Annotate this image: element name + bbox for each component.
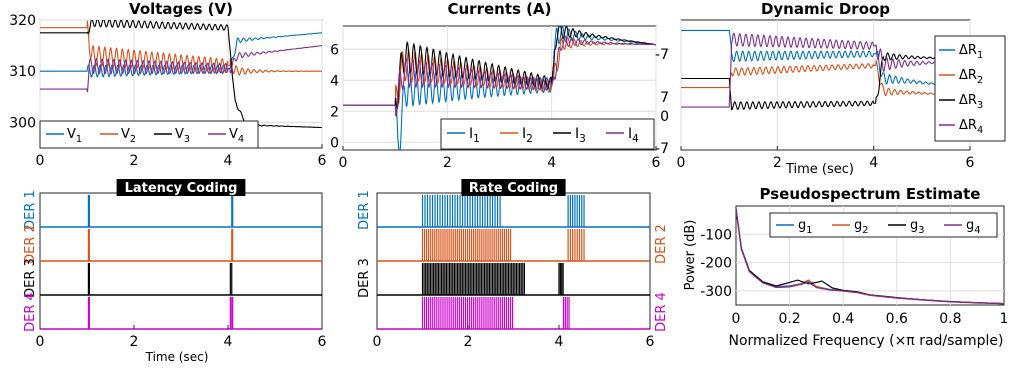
- currents-ytick-label: 0: [330, 135, 339, 151]
- voltages-legend-label: V1: [67, 127, 82, 145]
- voltages-ytick-label: 300: [9, 115, 36, 131]
- spectrum-ytick-label: -200: [700, 256, 732, 272]
- raster-xtick-label: 4: [224, 334, 233, 350]
- raster-title: Rate Coding: [469, 181, 558, 196]
- spectrum-xtick-label: 0.2: [778, 311, 800, 327]
- voltages-legend-label: V4: [229, 127, 244, 145]
- voltages-panel: Voltages (V) 300 310 320 0 2 4 6 V1 V2 V3 V4: [9, 0, 326, 169]
- droop-legend-label: ΔR4: [959, 118, 983, 136]
- rate-row-label: DER 3: [357, 258, 372, 298]
- currents-panel: Currents (A) 0 2 4 6 0 2 4 6 I1 I2 I3 I4: [330, 0, 660, 171]
- spectrum-xlabel: Normalized Frequency (×π rad/sample): [729, 333, 1004, 349]
- spectrum-legend-label: g1: [798, 218, 812, 236]
- currents-xtick-label: 4: [547, 155, 556, 171]
- spectrum-title: Pseudospectrum Estimate: [760, 185, 981, 203]
- raster-title: Latency Coding: [125, 181, 238, 196]
- spectrum-line-g4: [736, 208, 1004, 305]
- currents-ytick-label: 2: [330, 104, 339, 120]
- droop-legend-label: ΔR3: [959, 93, 983, 111]
- droop-xtick-label: 2: [773, 155, 782, 171]
- droop-ytick-label: -7: [655, 141, 669, 157]
- spectrum-xtick-label: 1: [1000, 311, 1009, 327]
- droop-ytick-label: -7: [655, 47, 669, 63]
- latency-xlabel: Time (sec): [145, 350, 209, 364]
- raster-title-badge: [461, 179, 566, 196]
- voltage-line-V4: [40, 45, 322, 93]
- raster-xtick-label: 2: [130, 334, 139, 350]
- latency-row-label: DER 1: [23, 190, 38, 230]
- currents-legend-label: I4: [628, 126, 639, 145]
- currents-ytick-label: 4: [330, 73, 339, 89]
- latency-row-label: DER 4: [23, 292, 38, 332]
- spectrum-xtick-label: 0.4: [832, 311, 854, 327]
- spectrum-ytick-label: -300: [700, 284, 732, 300]
- spectrum-xtick-label: 0: [732, 311, 741, 327]
- voltages-title: Voltages (V): [129, 0, 233, 18]
- currents-legend-label: I2: [522, 126, 533, 145]
- raster-xtick-label: 2: [464, 334, 473, 350]
- droop-legend-label: ΔR2: [959, 68, 983, 86]
- droop-xlabel: Time (sec): [785, 162, 854, 177]
- latency-row-label: DER 3: [23, 258, 38, 298]
- voltages-xtick-label: 4: [224, 153, 233, 169]
- spectrum-xtick-label: 0.8: [939, 311, 961, 327]
- droop-ytick-label: 7: [660, 90, 669, 106]
- droop-title: Dynamic Droop: [761, 0, 890, 18]
- spectrum-legend-label: g4: [966, 218, 980, 236]
- rate-row-label: DER 1: [357, 190, 372, 230]
- spectrum-ylabel: Power (dB): [683, 220, 698, 291]
- currents-title: Currents (A): [448, 0, 552, 18]
- droop-xtick-label: 6: [966, 155, 975, 171]
- droop-line-0: [681, 29, 970, 89]
- spectrum-legend-label: g3: [910, 218, 924, 236]
- voltages-legend-label: V2: [121, 127, 136, 145]
- droop-line-3: [681, 32, 970, 108]
- current-line-I4: [343, 35, 656, 118]
- spectrum-xtick-label: 0.6: [886, 311, 908, 327]
- droop-axes-box: [680, 19, 971, 151]
- raster-xtick-label: 6: [646, 334, 655, 350]
- voltages-ytick-label: 310: [9, 64, 36, 80]
- currents-legend-label: I3: [575, 126, 586, 145]
- droop-line-2: [681, 52, 970, 111]
- voltages-xtick-label: 0: [36, 153, 45, 169]
- currents-legend: [440, 118, 655, 150]
- raster-xtick-label: 0: [36, 334, 45, 350]
- voltages-ytick-label: 320: [9, 13, 36, 29]
- droop-xtick-label: 4: [869, 155, 878, 171]
- voltage-line-V3: [40, 20, 322, 129]
- currents-xtick-label: 0: [339, 155, 348, 171]
- raster-title-badge: [116, 179, 246, 196]
- raster-xtick-label: 6: [318, 334, 327, 350]
- droop-line-1: [681, 58, 970, 97]
- currents-xtick-label: 6: [652, 155, 661, 171]
- raster-xtick-label: 4: [555, 334, 564, 350]
- rate-row-label: DER 4: [654, 292, 669, 332]
- droop-legend: [934, 35, 1006, 142]
- voltage-line-V2: [40, 20, 322, 76]
- voltages-xtick-label: 2: [130, 153, 139, 169]
- rate-coding-panel: Rate Coding 0 2 4 6 DER 1 DER 2 DER 3 DER 4: [357, 179, 669, 350]
- currents-xtick-label: 2: [443, 155, 452, 171]
- droop-legend-label: ΔR1: [959, 43, 983, 61]
- voltage-line-V1: [40, 32, 322, 78]
- droop-xtick-label: 0: [677, 155, 686, 171]
- latency-row-label: DER 2: [23, 224, 38, 264]
- currents-legend-label: I1: [469, 126, 480, 145]
- spectrum-legend-label: g2: [854, 218, 868, 236]
- dynamic-droop-panel: Dynamic Droop -7 7 0 -7 0 2 4 6 Time (sec) ΔR1 ΔR2 Δ…: [655, 0, 1006, 177]
- voltages-legend-label: V3: [175, 127, 190, 145]
- spectrum-ytick-label: -100: [700, 227, 732, 243]
- droop-ytick-label: 0: [660, 109, 669, 125]
- voltages-xtick-label: 6: [318, 153, 327, 169]
- rate-row-label: DER 2: [654, 224, 669, 264]
- raster-xtick-label: 0: [373, 334, 382, 350]
- currents-ytick-label: 6: [330, 42, 339, 58]
